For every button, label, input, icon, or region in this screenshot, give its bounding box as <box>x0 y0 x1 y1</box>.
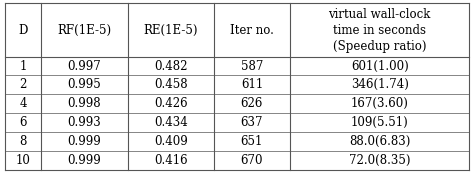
Text: Iter no.: Iter no. <box>230 24 274 37</box>
Text: 0.458: 0.458 <box>154 78 187 91</box>
Text: 651: 651 <box>241 135 263 148</box>
Text: 587: 587 <box>241 60 263 72</box>
Text: RE(1E-5): RE(1E-5) <box>144 24 198 37</box>
Text: 1: 1 <box>19 60 27 72</box>
Text: 0.999: 0.999 <box>67 135 101 148</box>
Text: 626: 626 <box>241 97 263 110</box>
Text: RF(1E-5): RF(1E-5) <box>57 24 111 37</box>
Text: 0.434: 0.434 <box>154 116 188 129</box>
Text: 4: 4 <box>19 97 27 110</box>
Text: 670: 670 <box>241 154 263 167</box>
Text: 637: 637 <box>241 116 263 129</box>
Text: 0.997: 0.997 <box>67 60 101 72</box>
Text: 88.0(6.83): 88.0(6.83) <box>349 135 410 148</box>
Text: 167(3.60): 167(3.60) <box>351 97 409 110</box>
Text: 0.999: 0.999 <box>67 154 101 167</box>
Text: 0.409: 0.409 <box>154 135 188 148</box>
Text: 109(5.51): 109(5.51) <box>351 116 409 129</box>
Text: D: D <box>18 24 27 37</box>
Text: 10: 10 <box>16 154 30 167</box>
Text: 8: 8 <box>19 135 27 148</box>
Text: 601(1.00): 601(1.00) <box>351 60 409 72</box>
Text: 0.995: 0.995 <box>67 78 101 91</box>
Text: 0.482: 0.482 <box>154 60 187 72</box>
Text: 0.426: 0.426 <box>154 97 187 110</box>
Text: 611: 611 <box>241 78 263 91</box>
Text: 2: 2 <box>19 78 27 91</box>
Text: 0.416: 0.416 <box>154 154 187 167</box>
Text: 346(1.74): 346(1.74) <box>351 78 409 91</box>
Text: 0.998: 0.998 <box>68 97 101 110</box>
Text: virtual wall-clock
time in seconds
(Speedup ratio): virtual wall-clock time in seconds (Spee… <box>328 8 431 53</box>
Text: 0.993: 0.993 <box>67 116 101 129</box>
Text: 6: 6 <box>19 116 27 129</box>
Text: 72.0(8.35): 72.0(8.35) <box>349 154 410 167</box>
